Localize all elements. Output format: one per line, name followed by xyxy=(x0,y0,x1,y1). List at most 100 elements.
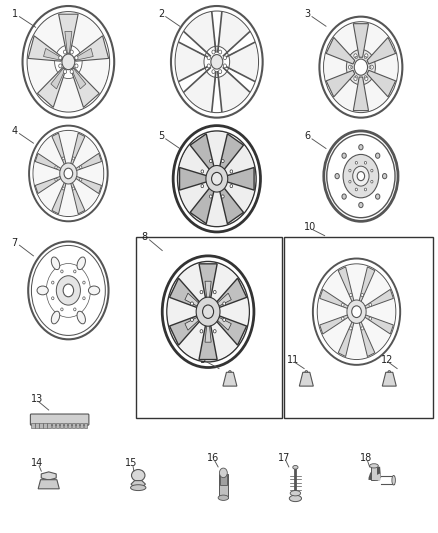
Circle shape xyxy=(222,159,224,163)
Circle shape xyxy=(72,187,74,190)
Circle shape xyxy=(212,70,215,74)
FancyBboxPatch shape xyxy=(30,414,89,425)
Polygon shape xyxy=(318,298,347,325)
Polygon shape xyxy=(215,316,231,330)
Circle shape xyxy=(346,50,375,85)
Polygon shape xyxy=(74,36,109,61)
Polygon shape xyxy=(38,179,64,211)
Polygon shape xyxy=(223,372,237,386)
Circle shape xyxy=(353,166,369,186)
Circle shape xyxy=(364,76,367,78)
Circle shape xyxy=(213,290,216,294)
Text: 18: 18 xyxy=(360,453,372,463)
Circle shape xyxy=(62,54,75,70)
Circle shape xyxy=(364,188,367,191)
Circle shape xyxy=(350,327,352,330)
Circle shape xyxy=(364,77,368,80)
Ellipse shape xyxy=(51,311,60,324)
Ellipse shape xyxy=(77,257,85,270)
Polygon shape xyxy=(338,318,355,357)
Circle shape xyxy=(371,169,373,172)
Circle shape xyxy=(342,317,344,320)
Polygon shape xyxy=(367,70,396,97)
Polygon shape xyxy=(366,298,395,325)
Circle shape xyxy=(223,302,226,305)
Polygon shape xyxy=(211,321,237,360)
Ellipse shape xyxy=(88,286,100,295)
Circle shape xyxy=(200,329,203,333)
Circle shape xyxy=(223,56,226,60)
Polygon shape xyxy=(168,297,197,326)
Polygon shape xyxy=(353,23,368,57)
Polygon shape xyxy=(43,49,62,60)
Circle shape xyxy=(207,64,210,68)
Bar xyxy=(52,423,55,428)
Circle shape xyxy=(359,203,363,208)
Circle shape xyxy=(219,468,227,478)
Polygon shape xyxy=(73,136,99,168)
Polygon shape xyxy=(362,289,393,310)
Polygon shape xyxy=(334,23,358,55)
Polygon shape xyxy=(371,466,378,480)
Polygon shape xyxy=(73,154,102,172)
Polygon shape xyxy=(325,53,347,81)
Circle shape xyxy=(207,56,210,60)
Polygon shape xyxy=(59,14,78,53)
Circle shape xyxy=(209,195,212,198)
Circle shape xyxy=(349,65,352,69)
Circle shape xyxy=(343,155,379,198)
Circle shape xyxy=(335,174,339,179)
Circle shape xyxy=(361,293,364,296)
Circle shape xyxy=(63,284,74,297)
Polygon shape xyxy=(361,271,390,306)
Polygon shape xyxy=(362,314,393,334)
Text: 4: 4 xyxy=(12,126,18,136)
Polygon shape xyxy=(334,79,358,111)
Polygon shape xyxy=(35,175,64,193)
Circle shape xyxy=(70,50,73,54)
Polygon shape xyxy=(53,77,84,111)
Text: 1: 1 xyxy=(12,9,18,19)
Polygon shape xyxy=(299,372,313,386)
Circle shape xyxy=(219,70,222,74)
Circle shape xyxy=(74,308,76,311)
Polygon shape xyxy=(184,71,215,111)
Polygon shape xyxy=(219,134,244,172)
Circle shape xyxy=(64,50,67,54)
Circle shape xyxy=(352,306,361,318)
Polygon shape xyxy=(35,154,64,172)
Polygon shape xyxy=(59,131,78,164)
Polygon shape xyxy=(180,167,209,190)
Circle shape xyxy=(347,300,366,324)
Polygon shape xyxy=(326,37,355,64)
Polygon shape xyxy=(346,265,367,301)
Polygon shape xyxy=(382,372,396,386)
Bar xyxy=(47,423,51,428)
Ellipse shape xyxy=(392,475,396,485)
Circle shape xyxy=(59,56,62,60)
Text: 5: 5 xyxy=(158,131,164,141)
Circle shape xyxy=(75,64,78,68)
Polygon shape xyxy=(176,43,205,81)
Polygon shape xyxy=(52,180,67,214)
Circle shape xyxy=(55,166,57,168)
Text: 7: 7 xyxy=(12,238,18,247)
Polygon shape xyxy=(170,278,202,309)
Circle shape xyxy=(191,302,193,305)
Circle shape xyxy=(219,50,222,54)
Polygon shape xyxy=(215,293,231,308)
Polygon shape xyxy=(79,59,109,93)
Bar xyxy=(56,423,59,428)
Circle shape xyxy=(72,157,74,160)
Polygon shape xyxy=(338,267,355,305)
Circle shape xyxy=(375,194,380,199)
Polygon shape xyxy=(190,134,215,172)
Circle shape xyxy=(359,144,363,150)
Polygon shape xyxy=(211,264,237,302)
Ellipse shape xyxy=(131,484,146,490)
Text: 6: 6 xyxy=(304,131,310,141)
Bar xyxy=(31,423,35,428)
Text: 10: 10 xyxy=(304,222,316,232)
Circle shape xyxy=(223,64,226,68)
Circle shape xyxy=(61,270,63,273)
